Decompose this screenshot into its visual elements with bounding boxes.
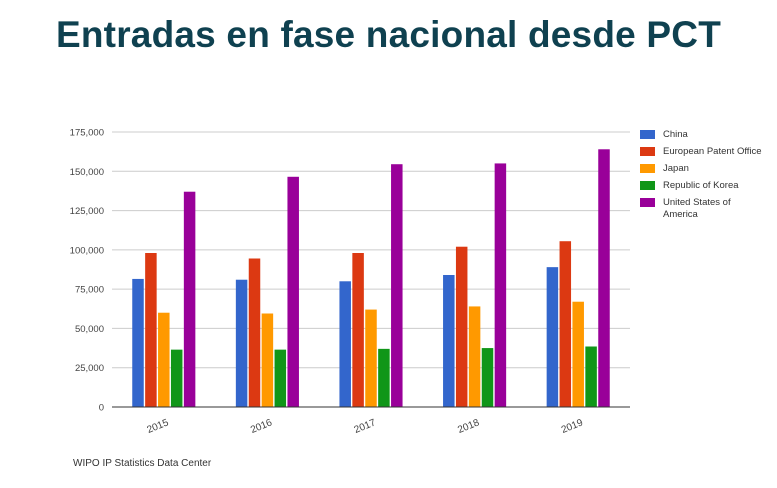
- chart-legend: China European Patent Office Japan Republic…: [640, 129, 765, 226]
- y-tick-label: 25,000: [75, 363, 104, 374]
- y-tick-label: 100,000: [70, 245, 104, 256]
- bar-republic-of-korea-2018: [481, 348, 494, 407]
- legend-label: China: [663, 129, 688, 140]
- bar-china-2015: [132, 278, 144, 407]
- bar-republic-of-korea-2019: [585, 346, 597, 407]
- y-tick-label: 75,000: [75, 285, 104, 296]
- y-tick-label: 150,000: [70, 167, 104, 178]
- bar-japan-2018: [468, 306, 481, 407]
- legend-item: Republic of Korea: [640, 180, 765, 192]
- source-note: WIPO IP Statistics Data Center: [73, 458, 212, 469]
- bar-united-states-of-america-2017: [391, 164, 403, 407]
- y-tick-label: 0: [99, 403, 104, 414]
- bar-united-states-of-america-2019: [598, 149, 610, 408]
- x-tick-label: 2019: [560, 417, 585, 436]
- bar-united-states-of-america-2016: [287, 176, 299, 407]
- bar-japan-2019: [572, 301, 584, 407]
- x-tick-label: 2017: [353, 417, 378, 436]
- bar-china-2016: [235, 279, 248, 407]
- legend-swatch: [640, 130, 655, 139]
- legend-swatch: [640, 164, 655, 173]
- bar-china-2019: [546, 267, 559, 407]
- legend-swatch: [640, 198, 655, 207]
- bar-united-states-of-america-2018: [494, 163, 507, 407]
- legend-label: United States of America: [663, 197, 731, 220]
- bar-china-2018: [443, 275, 455, 407]
- legend-swatch: [640, 147, 655, 156]
- bar-republic-of-korea-2016: [274, 349, 287, 407]
- legend-item: United States of America: [640, 197, 765, 221]
- legend-item: European Patent Office: [640, 146, 765, 158]
- page-title: Entradas en fase nacional desde PCT: [56, 14, 721, 55]
- bar-japan-2015: [158, 312, 170, 407]
- bar-republic-of-korea-2017: [378, 348, 390, 407]
- bar-china-2017: [339, 281, 351, 407]
- y-tick-label: 50,000: [75, 324, 104, 335]
- bar-european-patent-office-2016: [248, 258, 261, 407]
- bar-japan-2017: [365, 309, 377, 407]
- y-tick-label: 175,000: [70, 128, 104, 139]
- bar-japan-2016: [261, 313, 274, 407]
- bar-republic-of-korea-2015: [170, 349, 183, 407]
- x-tick-label: 2016: [249, 417, 274, 436]
- bar-european-patent-office-2017: [352, 253, 364, 407]
- x-tick-label: 2018: [456, 417, 481, 436]
- legend-item: Japan: [640, 163, 765, 175]
- bar-united-states-of-america-2015: [183, 191, 196, 407]
- y-tick-label: 125,000: [70, 206, 104, 217]
- bar-european-patent-office-2018: [455, 246, 468, 407]
- x-tick-label: 2015: [145, 417, 170, 436]
- bar-european-patent-office-2015: [145, 253, 157, 407]
- bar-european-patent-office-2019: [559, 241, 572, 407]
- legend-label: Republic of Korea: [663, 180, 739, 191]
- legend-label: European Patent Office: [663, 146, 762, 157]
- legend-item: China: [640, 129, 765, 141]
- legend-swatch: [640, 181, 655, 190]
- legend-label: Japan: [663, 163, 689, 174]
